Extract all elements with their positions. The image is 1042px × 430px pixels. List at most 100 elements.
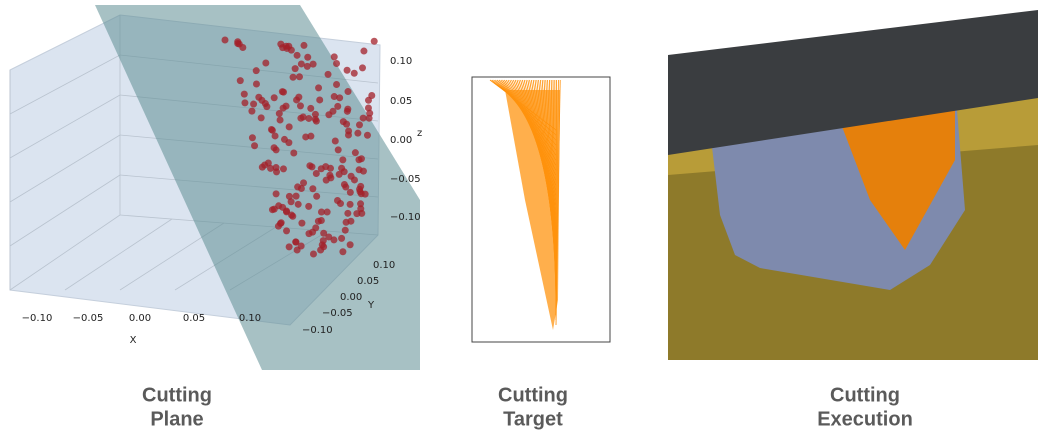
- point: [336, 200, 344, 208]
- point: [315, 84, 323, 92]
- point: [335, 170, 343, 178]
- point: [302, 133, 310, 141]
- point: [361, 190, 369, 198]
- point: [342, 183, 350, 191]
- x-axis-label: X: [130, 335, 137, 346]
- point: [296, 102, 304, 110]
- y-tick-label: 0.10: [373, 260, 395, 271]
- point: [285, 192, 293, 200]
- point: [287, 198, 295, 206]
- point: [280, 88, 288, 96]
- point: [270, 94, 278, 102]
- point: [285, 243, 293, 251]
- caption: Plane: [150, 408, 203, 430]
- point: [280, 135, 288, 143]
- point: [263, 103, 271, 111]
- point: [272, 146, 280, 154]
- z-tick-label: −0.05: [390, 174, 421, 185]
- point: [248, 134, 256, 142]
- point: [287, 46, 295, 54]
- point: [290, 149, 298, 157]
- x-tick-label: −0.10: [22, 313, 53, 324]
- point: [364, 104, 372, 112]
- caption: Cutting: [142, 384, 212, 406]
- point: [334, 102, 342, 110]
- point-cloud: [221, 36, 378, 258]
- point: [240, 90, 248, 98]
- point: [353, 210, 361, 218]
- panel-execution: [668, 10, 1038, 360]
- point: [325, 233, 333, 241]
- point: [330, 236, 338, 244]
- point: [363, 131, 371, 139]
- beam: [668, 10, 1038, 155]
- x-tick-label: 0.05: [183, 313, 205, 324]
- point: [339, 248, 347, 256]
- point: [303, 62, 311, 70]
- point: [273, 168, 281, 176]
- point: [239, 44, 247, 52]
- x-tick-label: −0.05: [73, 313, 104, 324]
- point: [241, 99, 249, 107]
- point: [317, 217, 325, 225]
- point: [267, 164, 275, 172]
- point: [271, 132, 279, 140]
- point: [292, 238, 300, 246]
- point: [282, 102, 290, 110]
- point: [275, 110, 283, 118]
- point: [304, 53, 312, 61]
- point: [316, 96, 324, 104]
- point: [305, 230, 313, 238]
- point: [317, 208, 325, 216]
- point: [293, 246, 301, 254]
- point: [358, 209, 366, 217]
- point: [333, 81, 341, 89]
- point: [357, 200, 365, 208]
- grid-line: [9, 94, 121, 159]
- point: [312, 169, 320, 177]
- point: [252, 80, 260, 88]
- y-tick-label: −0.05: [322, 308, 353, 319]
- y-tick-label: 0.05: [357, 276, 379, 287]
- point: [282, 42, 290, 50]
- point: [297, 60, 305, 68]
- point: [368, 91, 376, 99]
- point: [344, 209, 352, 217]
- z-axis-label: z: [417, 128, 422, 139]
- point: [312, 224, 320, 232]
- point: [250, 100, 258, 108]
- point: [252, 67, 260, 75]
- point: [354, 129, 362, 137]
- target-shape: [505, 90, 560, 330]
- grid-line: [9, 134, 121, 203]
- point: [267, 125, 275, 133]
- point: [323, 208, 331, 216]
- point: [317, 246, 325, 254]
- point: [306, 162, 314, 170]
- grid-line: [9, 54, 121, 115]
- point: [285, 123, 293, 131]
- y-axis-label: Y: [367, 300, 375, 311]
- grid-line: [64, 218, 173, 291]
- point: [336, 94, 344, 102]
- point: [326, 171, 334, 179]
- point: [305, 202, 313, 210]
- point: [356, 185, 364, 193]
- point: [276, 116, 284, 124]
- point: [309, 250, 317, 258]
- point: [262, 59, 270, 67]
- x-tick-label: 0.00: [129, 313, 151, 324]
- z-tick-label: 0.10: [390, 56, 412, 67]
- point: [311, 110, 319, 118]
- point: [338, 234, 346, 242]
- point: [292, 192, 300, 200]
- point: [351, 149, 359, 157]
- point: [300, 179, 308, 187]
- z-tick-label: 0.00: [390, 135, 412, 146]
- point: [295, 93, 303, 101]
- point: [258, 96, 266, 104]
- x-tick-label: 0.10: [239, 313, 261, 324]
- panel-target: [471, 76, 611, 343]
- point: [221, 36, 229, 44]
- grid-line: [9, 174, 121, 247]
